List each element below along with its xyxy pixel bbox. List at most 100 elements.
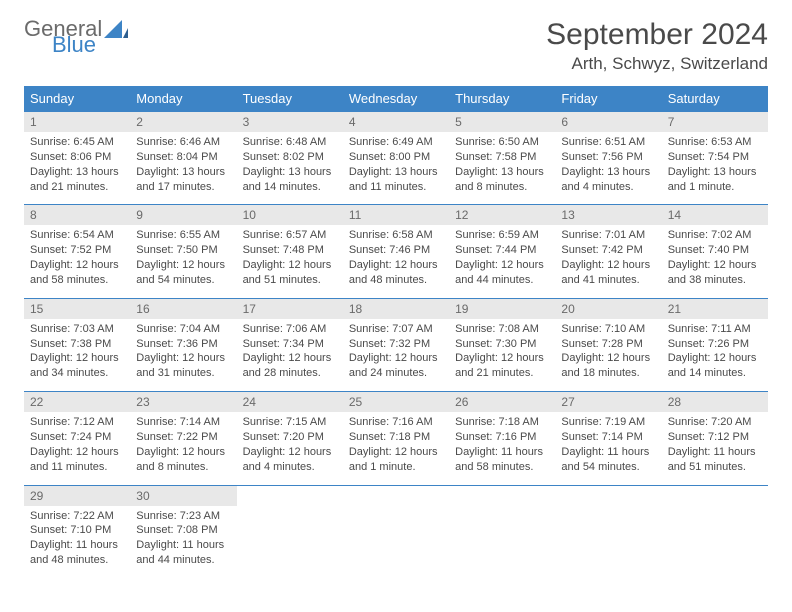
daylight-text-1: Daylight: 12 hours — [136, 445, 230, 460]
day-content-cell: Sunrise: 6:45 AMSunset: 8:06 PMDaylight:… — [24, 132, 130, 205]
sunset-text: Sunset: 7:50 PM — [136, 243, 230, 258]
day-number-cell — [555, 485, 661, 506]
day-number-row: 1234567 — [24, 112, 768, 133]
day-content-cell: Sunrise: 6:57 AMSunset: 7:48 PMDaylight:… — [237, 225, 343, 298]
daylight-text-1: Daylight: 12 hours — [349, 351, 443, 366]
day-number-cell: 15 — [24, 298, 130, 319]
daylight-text-1: Daylight: 12 hours — [561, 258, 655, 273]
sunrise-text: Sunrise: 7:04 AM — [136, 322, 230, 337]
daylight-text-1: Daylight: 13 hours — [243, 165, 337, 180]
day-content-cell: Sunrise: 7:11 AMSunset: 7:26 PMDaylight:… — [662, 319, 768, 392]
daylight-text-1: Daylight: 12 hours — [668, 351, 762, 366]
daylight-text-1: Daylight: 12 hours — [349, 258, 443, 273]
sunset-text: Sunset: 7:22 PM — [136, 430, 230, 445]
day-number-cell: 16 — [130, 298, 236, 319]
day-content-cell: Sunrise: 7:14 AMSunset: 7:22 PMDaylight:… — [130, 412, 236, 485]
sunset-text: Sunset: 7:24 PM — [30, 430, 124, 445]
day-number-cell: 22 — [24, 392, 130, 413]
day-number-cell: 21 — [662, 298, 768, 319]
sunset-text: Sunset: 7:42 PM — [561, 243, 655, 258]
daylight-text-2: and 34 minutes. — [30, 366, 124, 381]
day-content-cell: Sunrise: 6:51 AMSunset: 7:56 PMDaylight:… — [555, 132, 661, 205]
daylight-text-2: and 58 minutes. — [455, 460, 549, 475]
sunrise-text: Sunrise: 7:12 AM — [30, 415, 124, 430]
sunrise-text: Sunrise: 7:02 AM — [668, 228, 762, 243]
day-content-cell: Sunrise: 6:49 AMSunset: 8:00 PMDaylight:… — [343, 132, 449, 205]
sunset-text: Sunset: 8:06 PM — [30, 150, 124, 165]
sunset-text: Sunset: 7:40 PM — [668, 243, 762, 258]
day-content-row: Sunrise: 6:54 AMSunset: 7:52 PM Daylight:… — [24, 225, 768, 298]
sunrise-text: Sunrise: 7:06 AM — [243, 322, 337, 337]
sunset-text: Sunset: 7:30 PM — [455, 337, 549, 352]
daylight-text-1: Daylight: 13 hours — [668, 165, 762, 180]
daylight-text-2: and 51 minutes. — [668, 460, 762, 475]
day-number-cell: 10 — [237, 205, 343, 226]
daylight-text-2: and 1 minute. — [668, 180, 762, 195]
day-number-cell: 11 — [343, 205, 449, 226]
day-number-row: 22232425262728 — [24, 392, 768, 413]
daylight-text-2: and 14 minutes. — [668, 366, 762, 381]
sunset-text: Sunset: 7:38 PM — [30, 337, 124, 352]
daylight-text-1: Daylight: 13 hours — [455, 165, 549, 180]
calendar: SundayMondayTuesdayWednesdayThursdayFrid… — [24, 86, 768, 578]
day-content-cell: Sunrise: 7:04 AMSunset: 7:36 PMDaylight:… — [130, 319, 236, 392]
day-number-cell — [662, 485, 768, 506]
day-content-cell: Sunrise: 6:55 AMSunset: 7:50 PMDaylight:… — [130, 225, 236, 298]
sunrise-text: Sunrise: 7:16 AM — [349, 415, 443, 430]
sunrise-text: Sunrise: 7:07 AM — [349, 322, 443, 337]
day-number-row: 2930 — [24, 485, 768, 506]
daylight-text-2: and 24 minutes. — [349, 366, 443, 381]
day-content-cell: Sunrise: 6:54 AMSunset: 7:52 PMDaylight:… — [24, 225, 130, 298]
sunrise-text: Sunrise: 6:53 AM — [668, 135, 762, 150]
daylight-text-2: and 54 minutes. — [561, 460, 655, 475]
daylight-text-1: Daylight: 12 hours — [349, 445, 443, 460]
daylight-text-2: and 48 minutes. — [349, 273, 443, 288]
sunrise-text: Sunrise: 6:50 AM — [455, 135, 549, 150]
sunset-text: Sunset: 8:04 PM — [136, 150, 230, 165]
daylight-text-2: and 54 minutes. — [136, 273, 230, 288]
daylight-text-2: and 28 minutes. — [243, 366, 337, 381]
daylight-text-1: Daylight: 12 hours — [561, 351, 655, 366]
daylight-text-1: Daylight: 12 hours — [30, 445, 124, 460]
daylight-text-1: Daylight: 13 hours — [349, 165, 443, 180]
sunset-text: Sunset: 7:48 PM — [243, 243, 337, 258]
sunrise-text: Sunrise: 7:01 AM — [561, 228, 655, 243]
weekday-header-cell: Wednesday — [343, 86, 449, 112]
sunset-text: Sunset: 7:26 PM — [668, 337, 762, 352]
day-content-cell: Sunrise: 6:53 AMSunset: 7:54 PMDaylight:… — [662, 132, 768, 205]
day-number-cell: 30 — [130, 485, 236, 506]
day-number-cell: 17 — [237, 298, 343, 319]
day-number-cell: 18 — [343, 298, 449, 319]
day-number-cell: 25 — [343, 392, 449, 413]
day-content-cell: Sunrise: 7:20 AMSunset: 7:12 PMDaylight:… — [662, 412, 768, 485]
sunset-text: Sunset: 7:12 PM — [668, 430, 762, 445]
sunrise-text: Sunrise: 6:54 AM — [30, 228, 124, 243]
day-content-cell — [343, 506, 449, 578]
sunset-text: Sunset: 7:36 PM — [136, 337, 230, 352]
day-number-cell — [237, 485, 343, 506]
day-content-row: Sunrise: 7:12 AMSunset: 7:24 PMDaylight:… — [24, 412, 768, 485]
logo: General Blue — [24, 18, 128, 56]
day-content-cell: Sunrise: 7:16 AMSunset: 7:18 PMDaylight:… — [343, 412, 449, 485]
daylight-text-2: and 8 minutes. — [455, 180, 549, 195]
day-content-cell — [449, 506, 555, 578]
day-number-cell: 23 — [130, 392, 236, 413]
weekday-header-cell: Friday — [555, 86, 661, 112]
weekday-header-cell: Sunday — [24, 86, 130, 112]
sunrise-text: Sunrise: 7:15 AM — [243, 415, 337, 430]
daylight-text-2: and 11 minutes. — [30, 460, 124, 475]
day-number-cell: 14 — [662, 205, 768, 226]
sunrise-text: Sunrise: 6:58 AM — [349, 228, 443, 243]
day-content-cell: Sunrise: 6:50 AMSunset: 7:58 PMDaylight:… — [449, 132, 555, 205]
day-content-cell — [237, 506, 343, 578]
daylight-text-1: Daylight: 12 hours — [455, 258, 549, 273]
day-content-row: Sunrise: 7:22 AMSunset: 7:10 PMDaylight:… — [24, 506, 768, 578]
day-number-cell: 6 — [555, 112, 661, 133]
day-content-cell: Sunrise: 7:03 AMSunset: 7:38 PMDaylight:… — [24, 319, 130, 392]
day-number-cell: 4 — [343, 112, 449, 133]
sunrise-text: Sunrise: 7:10 AM — [561, 322, 655, 337]
day-number-cell: 29 — [24, 485, 130, 506]
daylight-text-1: Daylight: 11 hours — [136, 538, 230, 553]
day-content-cell: Sunrise: 7:02 AMSunset: 7:40 PMDaylight:… — [662, 225, 768, 298]
sunset-text: Sunset: 7:52 PM — [30, 243, 124, 258]
